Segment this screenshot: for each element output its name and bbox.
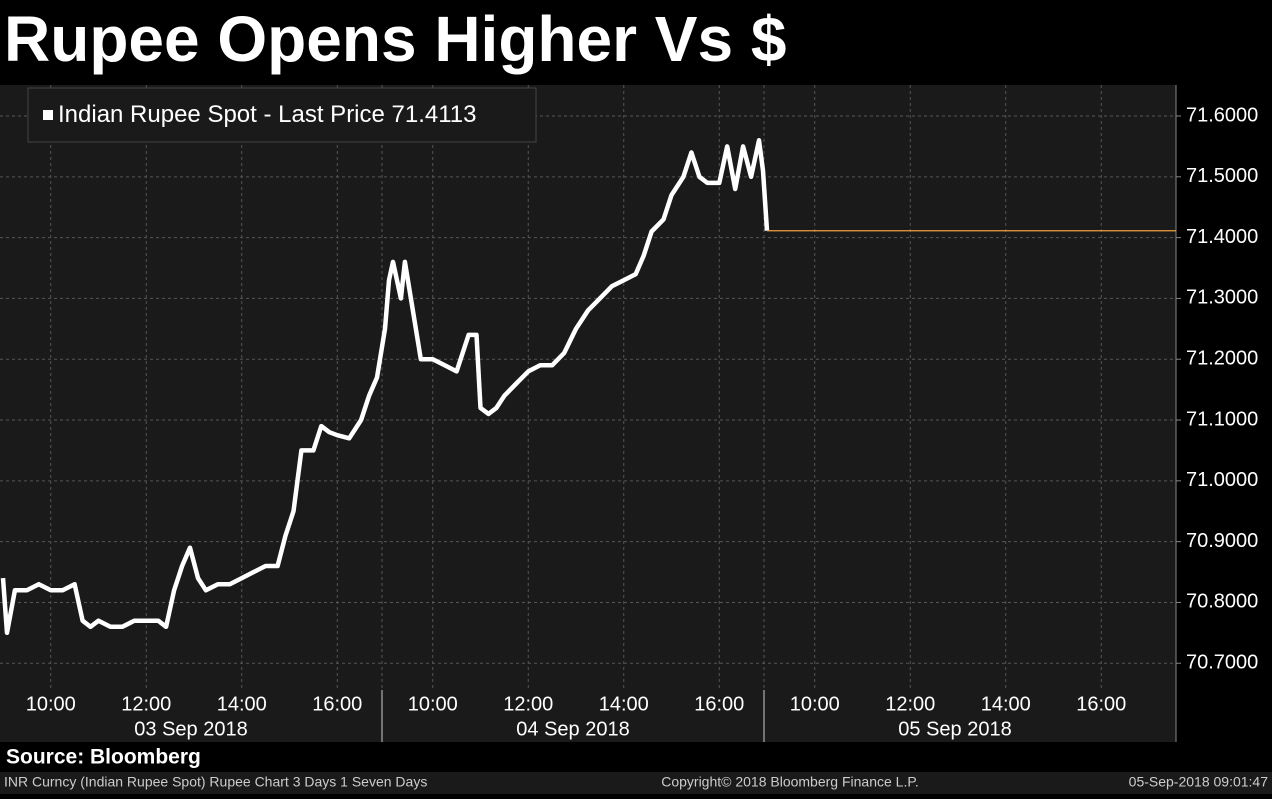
x-tick-label: 12:00 bbox=[885, 693, 935, 715]
y-tick-label: 71.5000 bbox=[1186, 165, 1258, 187]
plot-area bbox=[0, 85, 1176, 690]
x-tick-label: 12:00 bbox=[503, 693, 553, 715]
day-label: 05 Sep 2018 bbox=[898, 718, 1011, 740]
price-line bbox=[0, 138, 770, 636]
y-tick-label: 70.9000 bbox=[1186, 530, 1258, 552]
x-tick-label: 10:00 bbox=[408, 693, 458, 715]
legend-last-price: 71.4113 bbox=[392, 101, 477, 128]
legend-label: Indian Rupee Spot - Last Price 71.4113 bbox=[58, 101, 477, 128]
x-tick-label: 16:00 bbox=[312, 693, 362, 715]
marks bbox=[0, 138, 1176, 636]
y-tick-label: 71.1000 bbox=[1186, 408, 1258, 430]
y-tick-label: 70.7000 bbox=[1186, 652, 1258, 674]
footer-center: Copyright© 2018 Bloomberg Finance L.P. bbox=[661, 774, 919, 790]
footer-left: INR Curncy (Indian Rupee Spot) Rupee Cha… bbox=[4, 774, 427, 790]
x-tick-label: 16:00 bbox=[1076, 693, 1126, 715]
legend-series: Indian Rupee Spot - Last Price bbox=[58, 101, 385, 128]
x-tick-label: 16:00 bbox=[694, 693, 744, 715]
x-tick-label: 14:00 bbox=[981, 693, 1031, 715]
x-tick-label: 14:00 bbox=[599, 693, 649, 715]
day-label: 04 Sep 2018 bbox=[516, 718, 629, 740]
footer-band bbox=[0, 772, 1272, 794]
grid bbox=[0, 85, 1181, 742]
x-tick-label: 12:00 bbox=[121, 693, 171, 715]
y-tick-label: 71.2000 bbox=[1186, 348, 1258, 370]
y-tick-label: 71.4000 bbox=[1186, 226, 1258, 248]
source: Source: Bloomberg bbox=[6, 746, 201, 769]
legend-swatch bbox=[43, 110, 53, 120]
x-tick-label: 10:00 bbox=[790, 693, 840, 715]
day-label: 03 Sep 2018 bbox=[134, 718, 247, 740]
y-tick-label: 71.6000 bbox=[1186, 104, 1258, 126]
legend-box bbox=[27, 87, 537, 143]
x-tick-label: 10:00 bbox=[26, 693, 76, 715]
x-axis-area bbox=[0, 690, 1176, 742]
y-tick-label: 70.8000 bbox=[1186, 591, 1258, 613]
y-tick-label: 71.0000 bbox=[1186, 469, 1258, 491]
title: Rupee Opens Higher Vs $ bbox=[4, 3, 786, 75]
footer-right: 05-Sep-2018 09:01:47 bbox=[1129, 774, 1269, 790]
y-tick-label: 71.3000 bbox=[1186, 287, 1258, 309]
x-tick-label: 14:00 bbox=[217, 693, 267, 715]
